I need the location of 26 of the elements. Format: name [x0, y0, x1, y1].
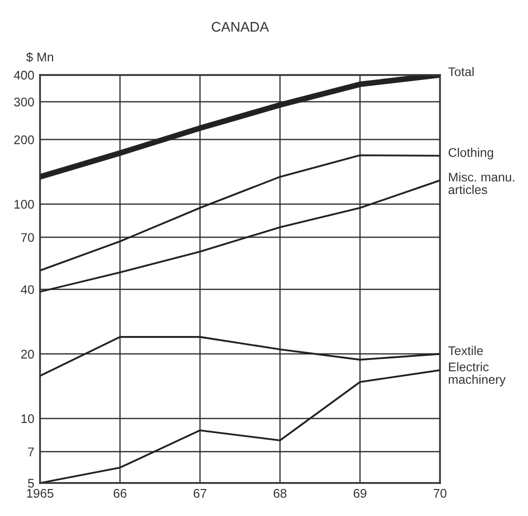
y-tick-label: 400: [14, 70, 34, 80]
y-tick-label: 200: [14, 135, 34, 144]
y-tick-label: 300: [14, 98, 34, 106]
x-tick-label: 68: [274, 488, 286, 498]
x-tick-label: 67: [194, 488, 206, 498]
y-tick-label: 100: [14, 200, 34, 209]
chart-title: CANADA: [212, 22, 269, 32]
y-tick-label: 20: [21, 350, 34, 359]
series-label: Misc. manu. articles: [448, 172, 514, 194]
series-label: Clothing: [448, 148, 494, 160]
line-series: [40, 154, 440, 272]
series-label: Textile: [448, 346, 483, 356]
y-tick-label: 7: [28, 448, 34, 456]
series-label: Total: [448, 67, 474, 76]
y-tick-label: 10: [21, 414, 34, 424]
x-tick-label: 70: [434, 488, 446, 498]
y-tick-label: 40: [20, 285, 34, 294]
x-tick-label: 69: [354, 488, 366, 498]
x-tick-label: 66: [114, 488, 126, 498]
x-tick-label: 1965: [27, 488, 54, 498]
line-series: [40, 336, 440, 377]
line-series: [40, 179, 440, 293]
y-tick-label: 5: [28, 478, 34, 488]
y-axis-title: $ Mn: [26, 52, 54, 62]
y-tick-label: 70: [21, 233, 34, 242]
series-label: Electric machinery: [448, 362, 506, 386]
